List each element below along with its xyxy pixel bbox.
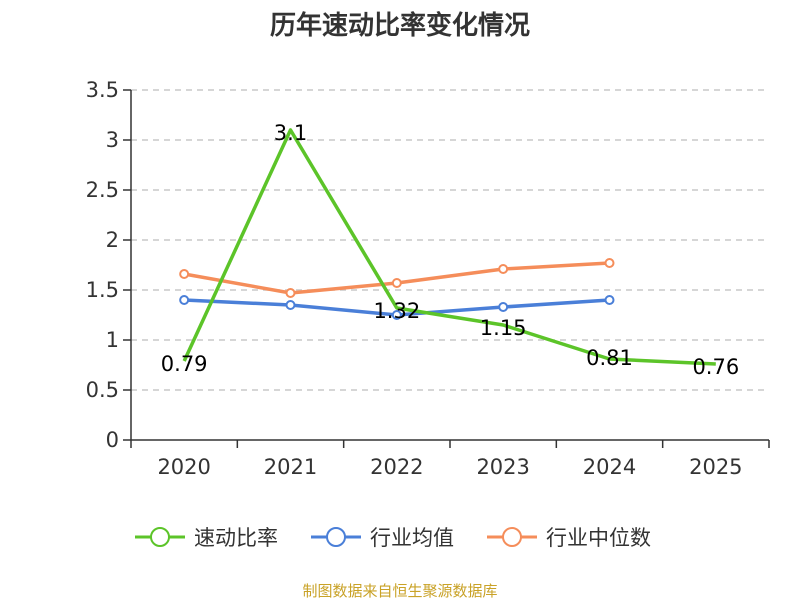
series-line-0 xyxy=(182,128,716,366)
series-point-2 xyxy=(498,264,509,274)
legend: 速动比率 行业均值 行业中位数 xyxy=(135,526,651,550)
data-label: 0.76 xyxy=(692,355,739,379)
series-point-2 xyxy=(179,269,190,279)
y-tick-label: 2 xyxy=(106,228,119,252)
y-tick-label: 3 xyxy=(106,128,119,152)
series-point-1 xyxy=(604,295,615,305)
y-tick-label: 1 xyxy=(106,328,119,352)
axes: 0 0.5 1 1.5 2 2.5 3 3.5 2020 2021 2022 2023 2024 2025 xyxy=(86,78,770,479)
x-tick-label: 2023 xyxy=(476,455,529,479)
source-note: 制图数据来自恒生聚源数据库 xyxy=(302,582,497,600)
data-label: 0.81 xyxy=(586,346,633,370)
x-tick-label: 2020 xyxy=(157,455,210,479)
data-label: 0.79 xyxy=(161,352,208,376)
x-tick-label: 2021 xyxy=(264,455,317,479)
series-point-2 xyxy=(604,258,615,268)
series-layer xyxy=(179,128,716,366)
x-tick-label: 2024 xyxy=(583,455,636,479)
legend-swatch-marker xyxy=(150,527,170,547)
series-line-2 xyxy=(183,261,610,295)
gridlines xyxy=(131,89,769,391)
data-label: 1.15 xyxy=(480,316,527,340)
x-tick-label: 2025 xyxy=(689,455,742,479)
legend-item-label: 行业均值 xyxy=(370,526,454,550)
chart-title: 历年速动比率变化情况 xyxy=(270,10,530,41)
series-point-2 xyxy=(391,278,402,288)
y-tick-label: 0.5 xyxy=(86,378,119,402)
data-label: 1.32 xyxy=(373,299,420,323)
y-tick-label: 1.5 xyxy=(86,278,119,302)
legend-item-label: 速动比率 xyxy=(194,526,278,550)
y-tick-label: 0 xyxy=(106,428,119,452)
legend-item-label: 行业中位数 xyxy=(546,526,651,550)
series-point-1 xyxy=(498,302,509,312)
y-tick-label: 2.5 xyxy=(86,178,119,202)
series-point-2 xyxy=(285,288,296,298)
legend-swatch-marker xyxy=(502,527,522,547)
data-label: 3.1 xyxy=(274,121,307,145)
x-tick-label: 2022 xyxy=(370,455,423,479)
series-point-1 xyxy=(179,295,190,305)
legend-swatch-marker xyxy=(326,527,346,547)
series-point-1 xyxy=(285,300,296,310)
y-tick-label: 3.5 xyxy=(86,78,119,102)
data-labels: 0.79 3.1 1.32 1.15 0.81 0.76 xyxy=(161,121,739,379)
series-point-1 xyxy=(391,310,402,320)
